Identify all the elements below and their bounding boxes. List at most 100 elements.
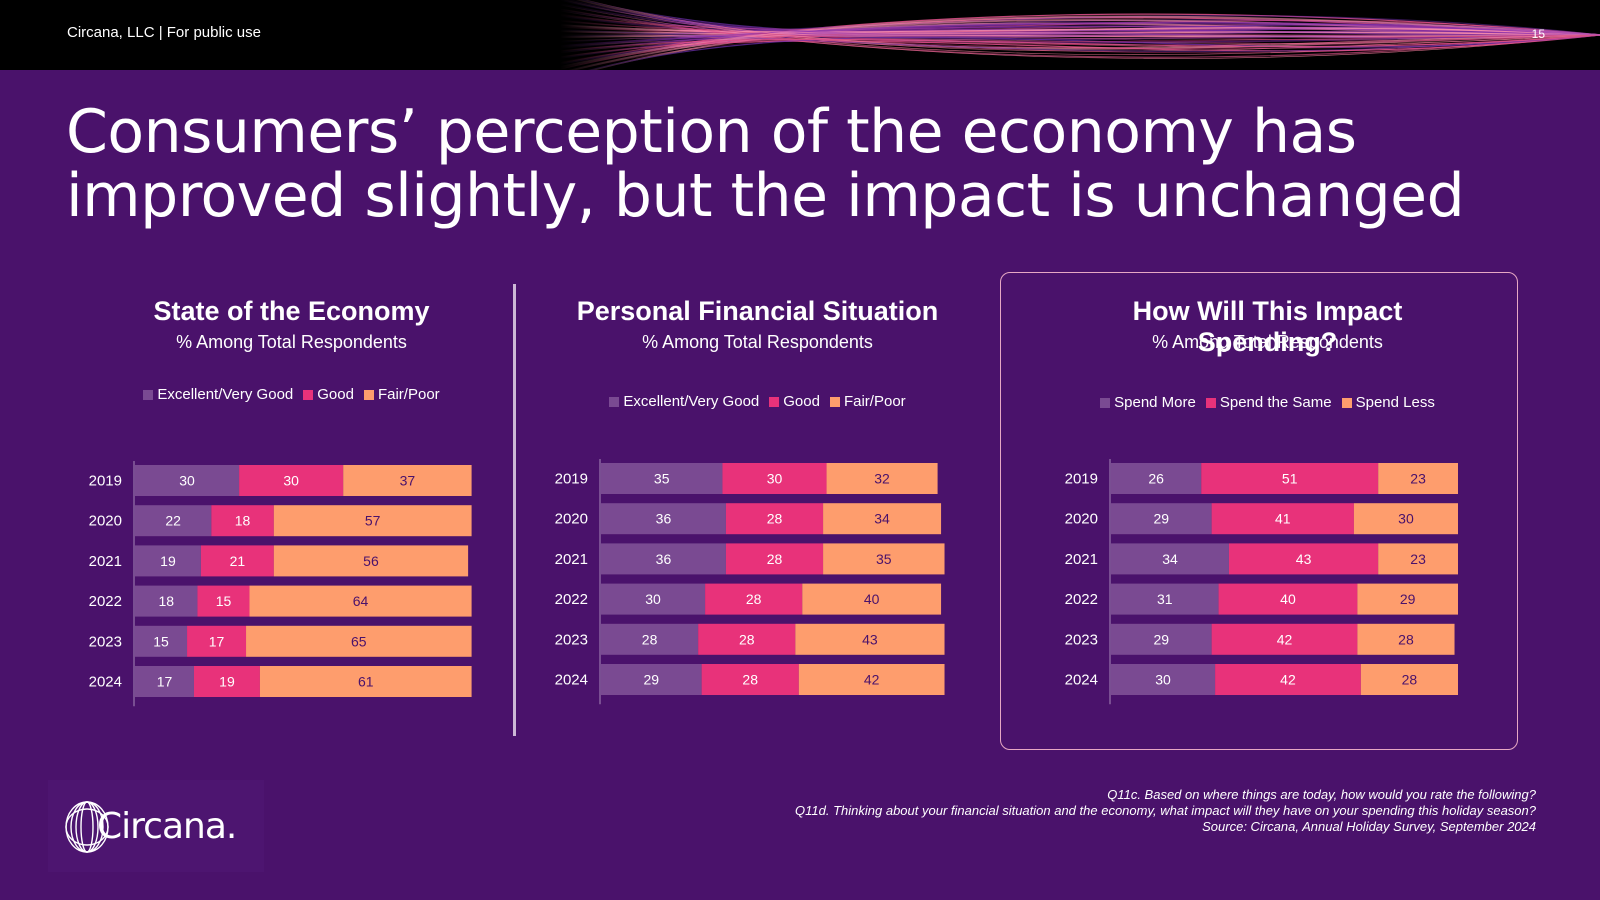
bar-segment <box>1360 664 1458 695</box>
data-label: 28 <box>1402 672 1418 688</box>
data-label: 28 <box>739 631 755 647</box>
footnote-line: Q11c. Based on where things are today, h… <box>1107 787 1536 802</box>
bar-segment <box>1353 503 1458 535</box>
page-number: 15 <box>1531 27 1545 41</box>
bar-segment <box>193 666 260 697</box>
y-tick-label: 2019 <box>89 473 122 490</box>
bar-segment <box>725 503 824 535</box>
data-label: 30 <box>1398 511 1414 527</box>
legend-swatch <box>143 389 154 400</box>
legend-item: Excellent/Very Good <box>609 393 759 410</box>
bar-segment <box>601 463 723 494</box>
data-label: 51 <box>1282 471 1298 487</box>
chart-title: Personal Financial Situation <box>576 296 939 326</box>
top-banner: Circana, LLC | For public use 15 <box>0 0 1600 70</box>
bar-segment <box>1211 503 1354 535</box>
bar-segment <box>601 503 726 535</box>
page-title-line-1: Consumers’ perception of the economy has <box>66 97 1357 167</box>
legend-item: Spend the Same <box>1205 394 1332 411</box>
bar-segment <box>798 664 945 695</box>
data-label: 65 <box>351 633 367 649</box>
chart-legend: Excellent/Very Good Good Fair/Poor <box>546 393 951 410</box>
data-label: 64 <box>353 593 369 609</box>
data-label: 35 <box>654 471 670 487</box>
circana-logo-text: Circana. <box>97 806 237 847</box>
bar-segment <box>249 585 472 617</box>
legend-swatch <box>363 389 374 400</box>
data-label: 30 <box>767 471 783 487</box>
chart-subtitle: % Among Total Respondents <box>1152 332 1383 352</box>
bar-segment <box>187 625 247 657</box>
data-label: 40 <box>864 591 880 607</box>
bar-segment <box>1111 463 1202 494</box>
bar-segment <box>705 583 803 615</box>
data-label: 31 <box>1157 591 1173 607</box>
bar-segment <box>601 583 706 615</box>
data-label: 32 <box>874 471 890 487</box>
y-tick-label: 2024 <box>555 672 588 689</box>
chart-title: How Will This Impact Spending? <box>1132 296 1403 357</box>
data-label: 34 <box>1162 551 1178 567</box>
bar-segment <box>1218 583 1358 615</box>
legend-label: Excellent/Very Good <box>623 393 760 410</box>
bar-segment <box>601 664 702 695</box>
data-label: 30 <box>179 473 195 489</box>
data-label: 26 <box>1148 471 1164 487</box>
data-label: 17 <box>209 633 225 649</box>
legend-swatch <box>769 396 780 407</box>
legend-item: Good <box>769 393 820 410</box>
chart-subtitle: % Among Total Respondents <box>176 332 407 352</box>
bar-segment <box>135 545 201 577</box>
bar-segment <box>701 664 799 695</box>
data-label: 15 <box>216 593 232 609</box>
bar-segment <box>239 465 344 496</box>
header-label: Circana, LLC | For public use <box>67 24 261 41</box>
bar-segment <box>1215 664 1361 695</box>
data-label: 17 <box>157 674 173 690</box>
data-label: 36 <box>656 511 672 527</box>
legend-item: Fair/Poor <box>363 386 440 403</box>
data-label: 21 <box>230 553 246 569</box>
highlight-box <box>1000 272 1518 750</box>
bar-segment <box>795 623 945 655</box>
y-tick-label: 2022 <box>555 591 588 608</box>
chart-plot: 2019 26 51 23 2020 29 41 30 2021 34 43 23 2022 31 40 29… <box>1065 459 1458 705</box>
data-label: 18 <box>158 593 174 609</box>
legend-label: Fair/Poor <box>377 386 440 403</box>
bar-segment <box>823 503 942 535</box>
bar-segment <box>698 623 796 655</box>
bar-segment <box>1111 664 1216 695</box>
bar-segment <box>135 585 198 617</box>
legend-label: Fair/Poor <box>843 393 906 410</box>
legend-label: Spend More <box>1114 394 1196 411</box>
chart-title: State of the Economy <box>153 296 430 326</box>
bar-segment <box>273 545 469 577</box>
data-label: 28 <box>767 511 783 527</box>
bar-segment <box>1201 463 1379 494</box>
data-label: 23 <box>1410 551 1426 567</box>
y-tick-label: 2020 <box>1065 511 1098 528</box>
y-tick-label: 2023 <box>555 631 588 648</box>
legend-swatch <box>303 389 314 400</box>
data-label: 15 <box>153 633 169 649</box>
bar-segment <box>135 666 194 697</box>
page-title-line-2: improved slightly, but the impact is unc… <box>66 161 1465 231</box>
chart-plot: 2019 35 30 32 2020 36 28 34 2021 36 28 35 2022 30 28 40… <box>555 459 945 705</box>
bar-segment <box>601 623 699 655</box>
data-label: 40 <box>1280 591 1296 607</box>
data-label: 43 <box>862 631 878 647</box>
y-tick-label: 2020 <box>89 513 122 530</box>
bar-segment <box>135 505 212 537</box>
chart-legend: Excellent/Very Good Good Fair/Poor <box>80 386 485 403</box>
page-title: Consumers’ perception of the economy has… <box>66 100 1546 228</box>
y-tick-label: 2021 <box>555 551 588 568</box>
legend-label: Spend Less <box>1355 394 1435 411</box>
legend-swatch <box>1341 397 1352 408</box>
bar-segment <box>273 505 472 537</box>
data-label: 56 <box>363 553 379 569</box>
data-label: 23 <box>1410 471 1426 487</box>
data-label: 42 <box>1277 631 1293 647</box>
legend-swatch <box>1205 397 1216 408</box>
data-label: 28 <box>642 631 658 647</box>
bar-segment <box>200 545 274 577</box>
